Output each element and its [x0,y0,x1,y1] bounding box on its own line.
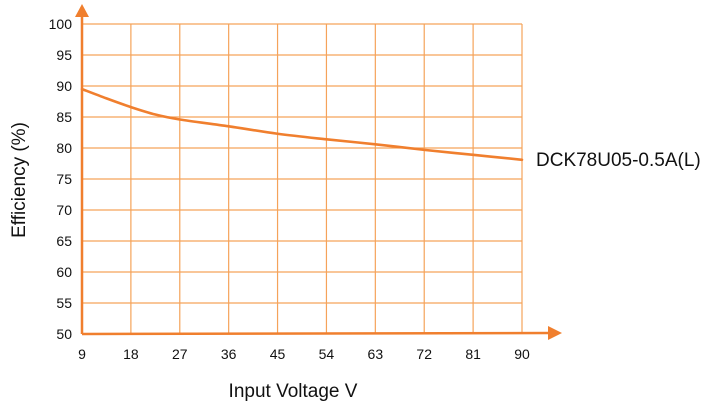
x-tick-label: 27 [172,346,188,362]
x-tick-label: 90 [514,346,530,362]
x-tick-label: 72 [416,346,432,362]
y-tick-label: 60 [56,264,72,280]
x-tick-label: 63 [368,346,384,362]
y-tick-label: 80 [56,140,72,156]
y-tick-label: 65 [56,233,72,249]
y-tick-label: 90 [56,78,72,94]
x-tick-label: 54 [319,346,335,362]
x-tick-label: 18 [123,346,139,362]
y-tick-label: 85 [56,109,72,125]
y-axis-title: Efficiency (%) [9,122,30,238]
x-tick-label: 36 [221,346,237,362]
series-line-0 [80,87,524,162]
y-tick-label: 100 [49,16,73,32]
grid [82,23,523,334]
series-group [80,87,524,162]
x-axis-arrow [548,326,562,340]
y-axis-arrow [75,4,89,17]
x-tick-label: 45 [270,346,286,362]
series-label: DCK78U05-0.5A(L) [536,150,701,171]
axes [75,4,562,340]
x-tick-label: 9 [78,346,86,362]
y-tick-label: 95 [56,47,72,63]
tick-labels: 9 18 27 36 45 54 63 72 81 90 50 55 60 65 70 75 80 85 90 95 1… [49,16,530,362]
y-tick-label: 70 [56,202,72,218]
y-tick-label: 75 [56,171,72,187]
y-tick-label: 55 [56,295,72,311]
x-axis-title: Input Voltage V [229,381,358,402]
x-axis-line [81,331,551,336]
x-tick-label: 81 [465,346,481,362]
y-tick-label: 50 [56,326,72,342]
